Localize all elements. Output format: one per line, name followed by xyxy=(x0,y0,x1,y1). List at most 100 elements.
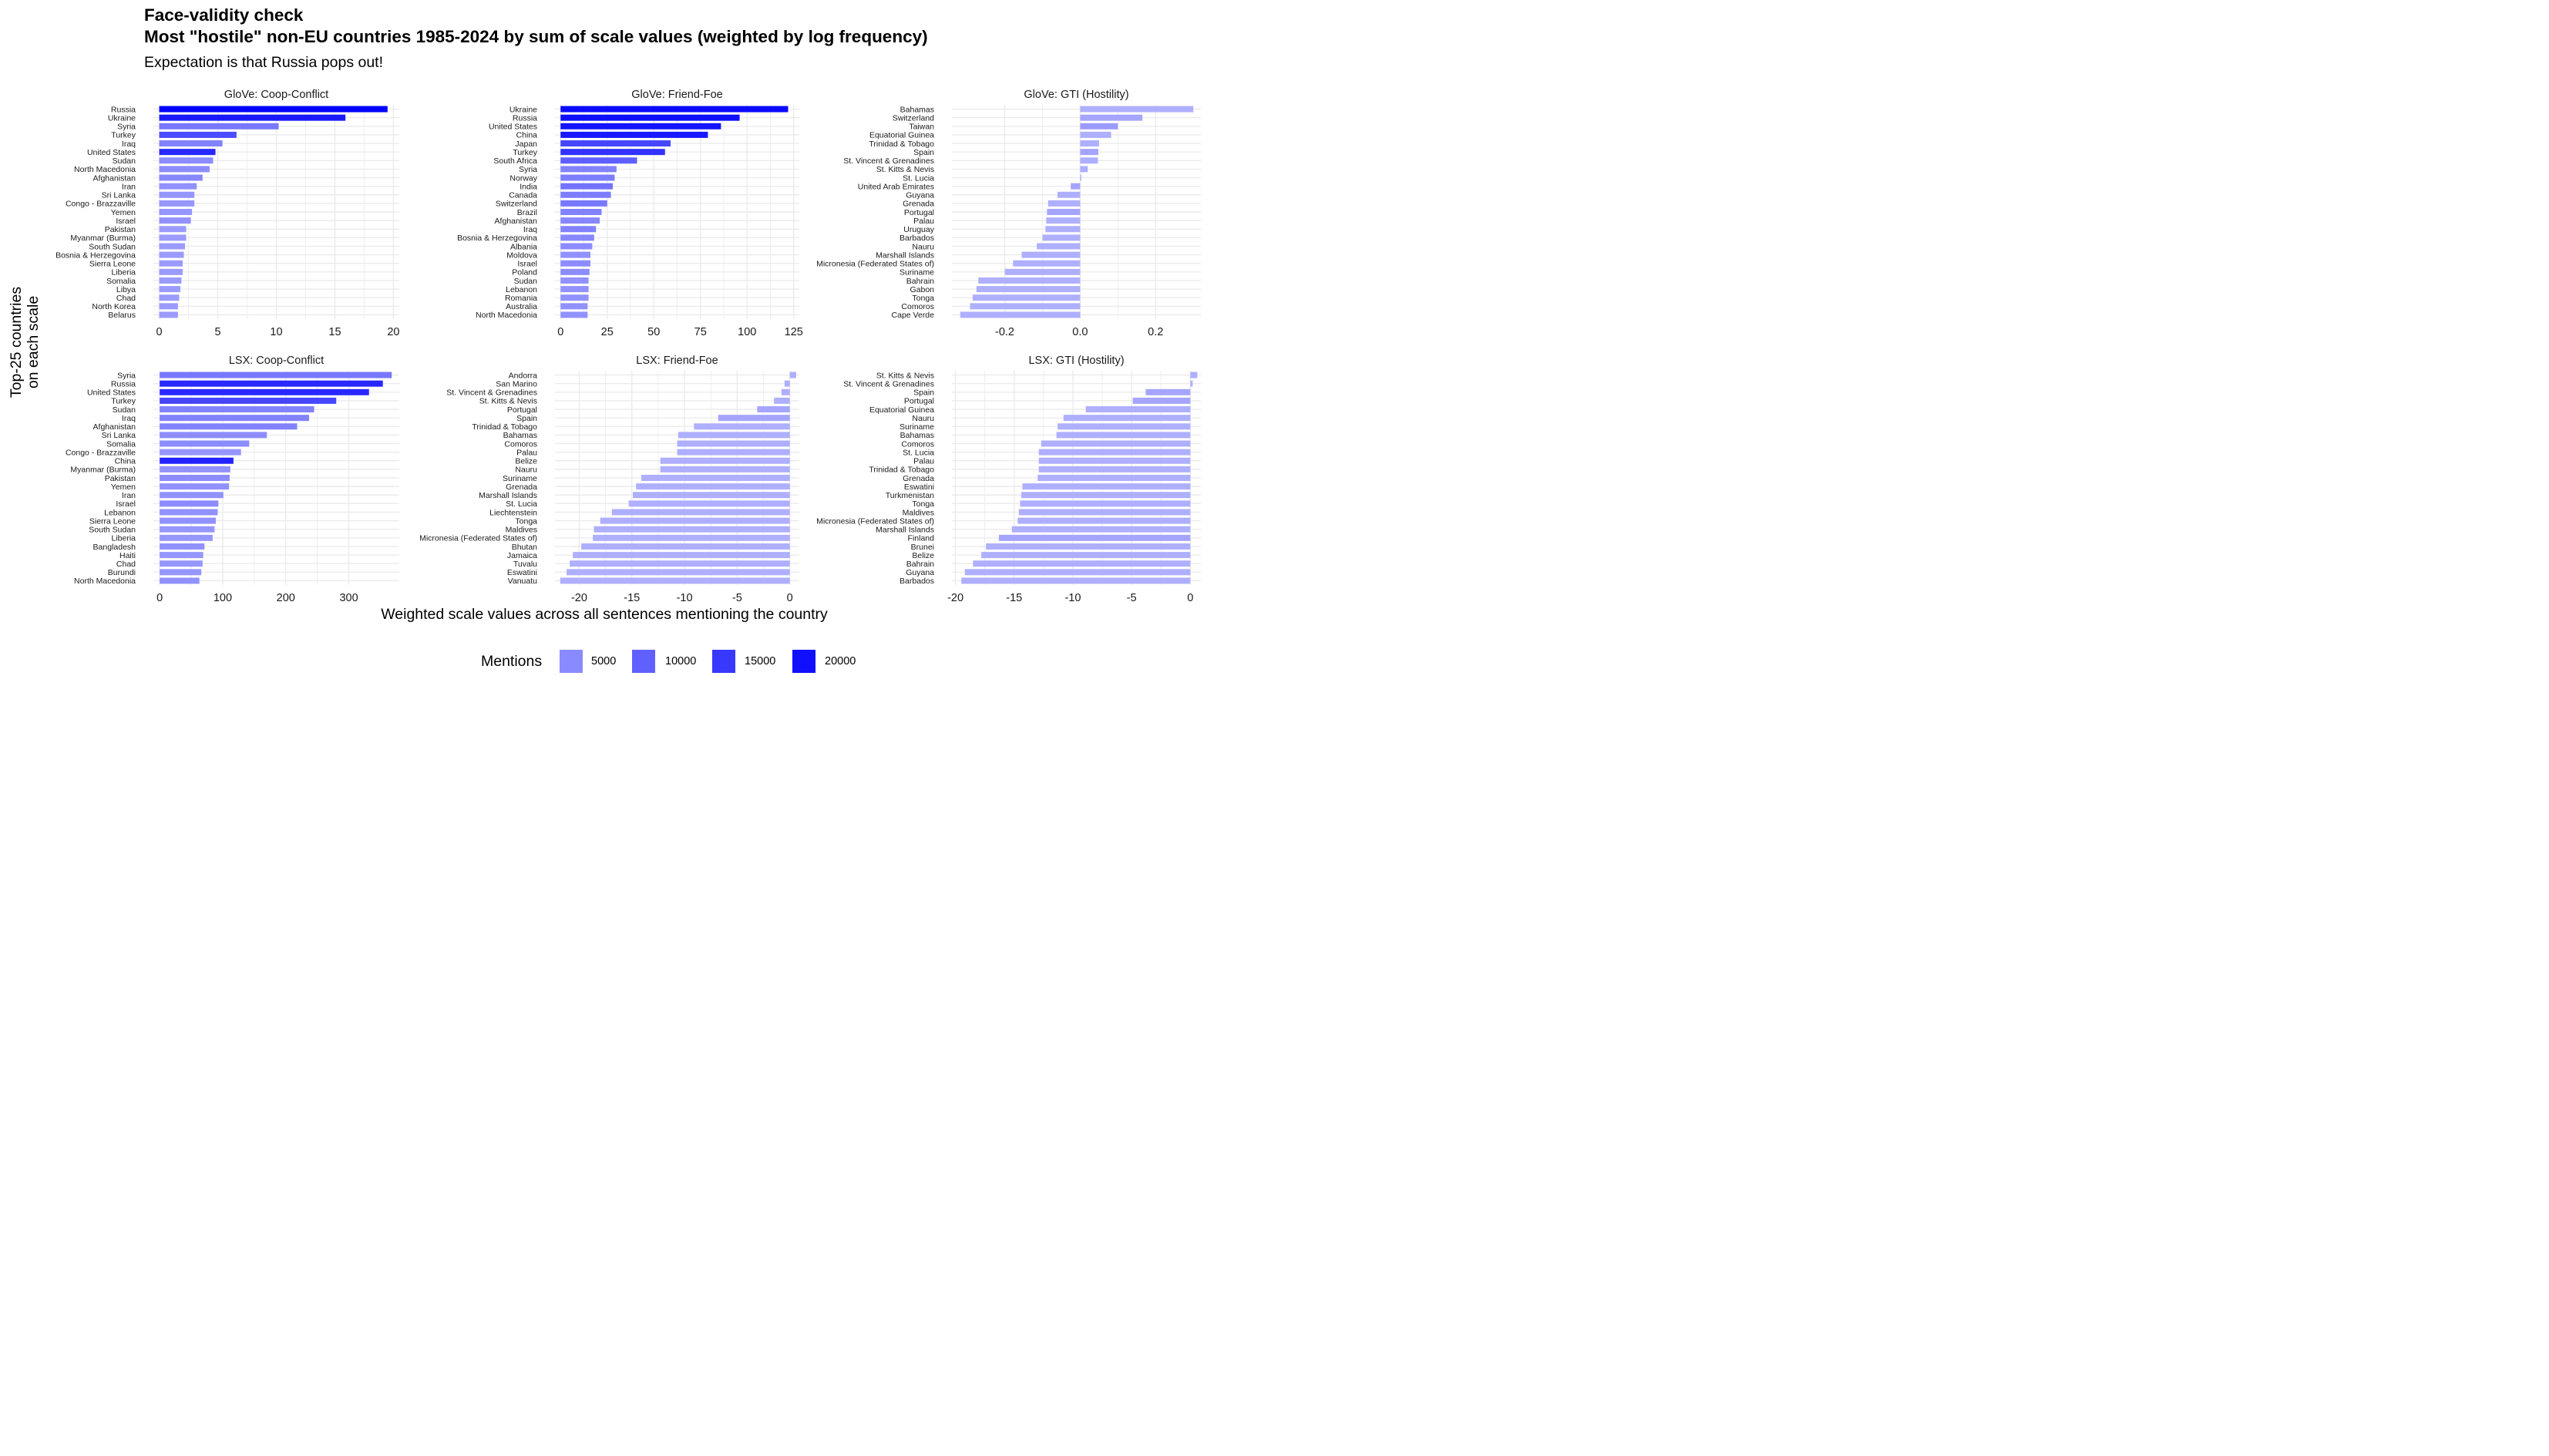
category-label: Syria xyxy=(117,371,136,380)
category-label: Myanmar (Burma) xyxy=(70,466,136,475)
category-label: Barbados xyxy=(900,577,934,586)
category-label: Taiwan xyxy=(909,123,934,132)
category-label: Pakistan xyxy=(105,225,136,234)
bar xyxy=(970,303,1081,310)
category-label: Jamaica xyxy=(507,551,537,560)
category-label: Finland xyxy=(908,534,935,543)
bar xyxy=(159,123,279,129)
category-label: United States xyxy=(489,123,537,132)
bar xyxy=(160,509,218,516)
bar xyxy=(677,440,790,447)
bar xyxy=(160,432,267,439)
category-label: Marshall Islands xyxy=(876,526,934,535)
bar xyxy=(160,380,383,387)
category-label: St. Vincent & Grenadines xyxy=(843,379,934,388)
bar xyxy=(600,517,790,524)
bar xyxy=(677,449,790,456)
x-tick-label: -5 xyxy=(1127,592,1137,604)
category-label: Equatorial Guinea xyxy=(869,405,934,415)
category-label: Grenada xyxy=(506,483,537,492)
bar xyxy=(159,200,195,207)
bar xyxy=(160,449,241,456)
x-tick-label: -10 xyxy=(1064,592,1081,604)
bar xyxy=(972,294,1081,301)
category-label: Barbados xyxy=(900,234,934,243)
legend-label-5000: 5000 xyxy=(591,655,617,667)
bar xyxy=(633,492,790,499)
category-label: Andorra xyxy=(509,371,538,380)
bar xyxy=(160,577,200,584)
bar xyxy=(560,294,589,301)
panel-title: GloVe: GTI (Hostility) xyxy=(1024,89,1128,101)
bar xyxy=(159,131,237,138)
category-label: Ukraine xyxy=(108,113,136,123)
bar xyxy=(964,569,1191,576)
bar xyxy=(159,149,216,156)
bar xyxy=(1017,517,1191,524)
bar xyxy=(1080,166,1088,173)
category-label: Bosnia & Herzegovina xyxy=(55,251,136,260)
category-label: Maldives xyxy=(903,508,934,517)
category-label: Nauru xyxy=(912,414,934,423)
category-label: Romania xyxy=(505,294,537,303)
x-tick-label: 0 xyxy=(156,326,163,338)
category-label: Comoros xyxy=(901,439,934,449)
bar xyxy=(1046,217,1081,224)
bar xyxy=(560,183,614,190)
category-label: Suriname xyxy=(900,422,934,432)
bar xyxy=(1080,131,1111,138)
panel-lsx-gti: LSX: GTI (Hostility) -20 -15 -10 -5 0 St. Kitt… xyxy=(816,355,1201,604)
category-label: Nauru xyxy=(515,466,537,475)
category-label: Congo - Brazzaville xyxy=(66,448,136,457)
category-label: Palau xyxy=(913,457,934,466)
bar xyxy=(1071,183,1081,190)
bar xyxy=(159,260,183,267)
panel-title: LSX: Coop-Conflict xyxy=(229,355,324,367)
bar xyxy=(1190,380,1193,387)
x-tick-label: 50 xyxy=(647,326,660,338)
bar xyxy=(159,114,346,121)
bar xyxy=(160,474,230,482)
category-label: South Africa xyxy=(493,156,537,166)
bar xyxy=(1020,500,1191,507)
category-label: United States xyxy=(87,148,136,157)
bar xyxy=(961,577,1191,584)
panel-title: LSX: Friend-Foe xyxy=(636,355,718,367)
category-label: Uruguay xyxy=(903,225,934,234)
bar xyxy=(159,208,193,216)
x-tick-label: 75 xyxy=(694,326,707,338)
category-label: St. Vincent & Grenadines xyxy=(843,156,934,166)
bar xyxy=(1080,149,1098,156)
category-label: Grenada xyxy=(903,200,934,209)
category-label: Bahrain xyxy=(906,560,934,569)
bar xyxy=(570,560,790,567)
category-label: Sudan xyxy=(113,405,136,415)
bar xyxy=(560,277,589,284)
chart-title-line2: Most "hostile" non-EU countries 1985-202… xyxy=(144,27,928,46)
bar xyxy=(694,423,790,430)
category-label: Afghanistan xyxy=(93,173,136,183)
category-label: Turkey xyxy=(513,148,537,157)
panel-title: GloVe: Coop-Conflict xyxy=(224,89,328,101)
x-tick-label: 0 xyxy=(156,592,163,604)
category-label: Israel xyxy=(116,499,136,509)
category-label: Spain xyxy=(913,388,934,398)
legend-title: Mentions xyxy=(481,653,543,670)
category-label: St. Vincent & Grenadines xyxy=(446,388,537,398)
category-label: Eswatini xyxy=(507,568,537,577)
x-tick-label: 0.2 xyxy=(1148,326,1163,338)
category-label: Trinidad & Tobago xyxy=(472,422,537,432)
category-label: Chad xyxy=(116,560,136,569)
category-label: Poland xyxy=(512,268,537,277)
category-label: Pakistan xyxy=(105,474,136,483)
category-label: Tuvalu xyxy=(513,560,537,569)
category-label: Spain xyxy=(913,148,934,157)
category-label: Somalia xyxy=(106,277,136,286)
bar xyxy=(159,157,214,164)
category-label: South Sudan xyxy=(89,526,136,535)
category-label: Russia xyxy=(513,113,537,123)
legend-key-20000 xyxy=(792,650,815,673)
category-label: Iran xyxy=(122,182,136,191)
bar xyxy=(960,311,1081,318)
bar xyxy=(560,123,721,129)
